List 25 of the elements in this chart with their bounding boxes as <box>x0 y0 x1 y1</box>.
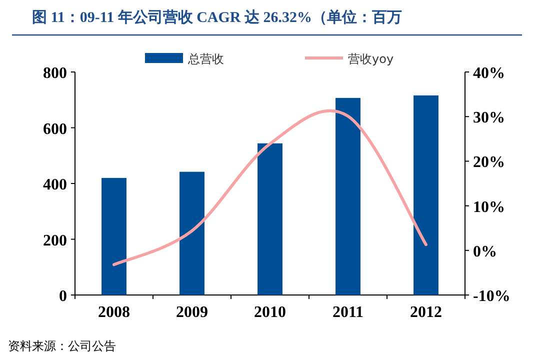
legend-label: 营收yoy <box>348 52 394 66</box>
y-tick-label: 600 <box>43 120 67 138</box>
bar <box>414 95 438 295</box>
x-tick-label: 2010 <box>254 304 286 321</box>
legend-label: 总营收 <box>187 52 224 66</box>
y2-tick-label: 30% <box>473 110 505 127</box>
y-tick-label: 0 <box>59 288 67 305</box>
bar <box>180 172 204 295</box>
y2-tick-label: -10% <box>473 288 510 305</box>
y-tick-label: 200 <box>43 232 67 250</box>
y2-tick-label: 40% <box>473 65 505 82</box>
bar <box>258 143 282 295</box>
chart-title: 图 11：09-11 年公司营收 CAGR 达 26.32%（单位：百万 <box>32 9 402 26</box>
x-tick-label: 2012 <box>410 304 442 321</box>
y-tick-label: 400 <box>43 176 67 194</box>
bar <box>102 178 126 295</box>
bar <box>336 98 360 295</box>
x-tick-label: 2008 <box>98 304 130 321</box>
y2-tick-label: 20% <box>473 154 505 172</box>
x-tick-label: 2009 <box>176 304 208 321</box>
x-tick-label: 2011 <box>332 304 364 321</box>
y2-tick-label: 10% <box>473 198 505 216</box>
y-tick-label: 800 <box>43 65 67 82</box>
y2-tick-label: 0% <box>473 243 497 260</box>
text: 资料来源：公司公告 <box>8 339 116 353</box>
